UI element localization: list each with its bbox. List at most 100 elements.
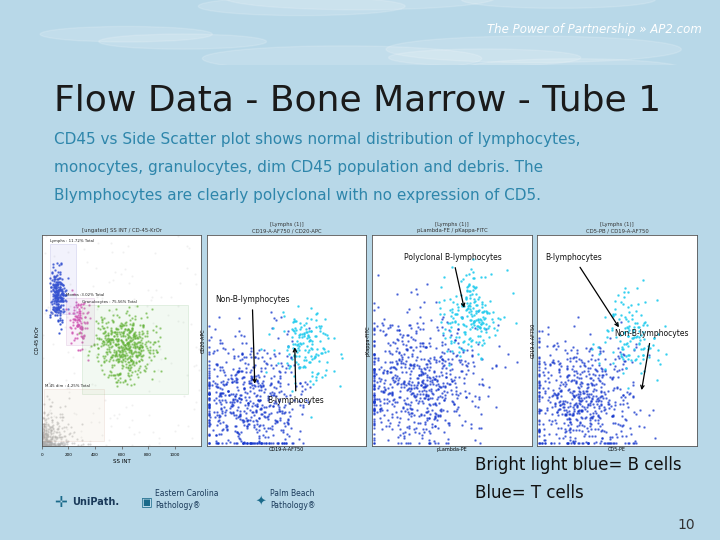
Point [42,421,54,429]
Point [591,400,603,408]
Point [72,301,84,310]
Point [253,426,265,435]
Point [320,366,331,374]
Point [577,439,589,448]
Point [48,262,59,271]
Point [539,389,550,397]
Point [436,393,448,402]
Point [272,359,284,368]
Point [279,439,290,448]
Point [43,440,55,449]
Point [251,424,262,433]
Point [256,439,267,448]
Point [565,439,577,448]
Point [446,376,457,385]
Point [387,338,399,347]
Point [449,336,461,345]
Point [126,360,138,368]
Point [103,337,114,346]
Point [47,429,58,437]
Point [203,382,215,390]
Point [425,359,436,367]
Point [40,435,52,443]
Point [600,369,612,378]
Point [470,307,482,315]
Point [419,364,431,373]
Point [120,362,132,371]
Point [104,336,115,345]
Point [72,322,84,330]
Point [260,403,271,411]
Point [268,430,279,439]
Point [100,330,112,339]
Point [137,342,148,351]
Point [579,431,590,440]
Point [474,315,486,323]
Point [112,378,123,387]
Point [415,380,426,389]
Point [566,346,577,354]
Point [102,349,113,358]
Point [260,384,271,393]
Point [242,399,253,408]
Point [620,352,631,360]
Point [595,387,606,396]
Point [61,437,73,446]
Point [440,364,451,373]
Point [258,439,269,448]
Point [564,435,576,444]
Point [285,354,297,362]
Point [539,439,551,448]
Point [203,372,215,381]
Point [217,425,228,434]
Point [436,340,448,349]
Point [410,327,421,335]
Point [41,436,53,445]
Point [387,363,398,372]
Point [303,336,315,345]
Point [305,412,317,421]
Point [600,366,611,374]
Point [172,421,184,429]
Point [577,439,588,448]
Point [390,374,402,382]
Point [605,439,616,448]
Point [573,408,585,417]
Point [445,327,456,335]
Point [418,363,430,372]
Point [586,413,598,421]
Point [633,323,644,332]
Point [585,390,596,399]
Point [286,337,297,346]
Point [50,283,62,292]
Point [41,431,53,440]
Point [53,293,65,301]
Point [217,389,228,397]
Point [112,335,124,343]
Point [475,409,487,418]
Point [55,259,67,268]
Point [256,383,267,391]
Point [123,361,135,369]
Point [574,418,585,427]
Point [45,402,56,410]
Point [460,387,472,396]
Point [284,408,295,416]
Point [114,370,126,379]
Point [102,336,114,345]
Point [549,416,561,425]
Point [71,316,83,325]
Point [203,390,215,399]
Point [57,296,68,305]
Point [74,310,86,319]
Point [102,334,114,342]
Point [119,265,130,274]
Point [550,390,562,399]
Point [589,364,600,373]
Point [567,342,579,351]
Point [40,435,52,443]
Point [235,409,246,418]
Point [452,402,464,411]
Point [250,415,261,424]
Point [123,343,135,352]
